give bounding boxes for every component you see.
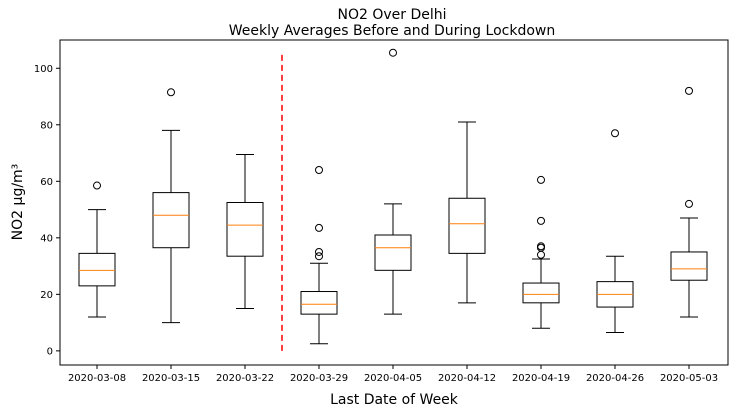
outlier-point	[537, 242, 545, 251]
box-2020-04-26	[596, 129, 634, 333]
outlier-point	[389, 48, 397, 57]
outlier-point	[685, 199, 693, 208]
box-2020-04-05	[374, 48, 412, 315]
outlier-point	[315, 252, 323, 261]
x-tick-label: 2020-03-08	[68, 373, 126, 384]
iqr-box	[78, 252, 116, 287]
outlier-point	[315, 223, 323, 232]
x-tick-label: 2020-04-19	[512, 373, 570, 384]
iqr-box	[448, 197, 486, 254]
x-tick-label: 2020-03-15	[142, 373, 200, 384]
outlier-point	[93, 181, 101, 190]
box-2020-03-29	[300, 166, 338, 345]
iqr-box	[522, 282, 560, 304]
box-2020-04-19	[522, 175, 560, 329]
iqr-box	[374, 234, 412, 271]
outlier-point	[537, 216, 545, 225]
y-axis-label: NO2 μg/m³	[10, 164, 26, 241]
box-2020-05-03	[670, 86, 708, 318]
box-2020-03-15	[152, 88, 190, 324]
outlier-point	[537, 250, 545, 259]
ticks-layer: 2020-03-08 2020-03-15 2020-03-22 2020-03-29…	[34, 64, 718, 384]
plot-area-frame	[59, 39, 729, 366]
x-tick-label: 2020-04-12	[438, 373, 496, 384]
x-tick-label: 2020-04-26	[586, 373, 644, 384]
iqr-box	[300, 291, 338, 315]
y-tick-label: 40	[40, 233, 53, 244]
chart-title: NO2 Over Delhi	[337, 7, 446, 23]
x-tick-label: 2020-03-22	[216, 373, 274, 384]
x-tick-label: 2020-04-05	[364, 373, 422, 384]
outlier-point	[685, 86, 693, 95]
outlier-point	[315, 166, 323, 174]
outlier-point	[611, 129, 619, 138]
y-tick-label: 100	[34, 64, 53, 75]
outlier-point	[537, 175, 545, 184]
y-tick-label: 80	[40, 120, 53, 131]
box-2020-04-12	[448, 121, 486, 304]
iqr-box	[670, 251, 708, 281]
box-2020-03-22	[226, 153, 264, 309]
outlier-point	[315, 247, 323, 256]
chart-subtitle: Weekly Averages Before and During Lockdo…	[229, 23, 555, 39]
iqr-box	[226, 202, 264, 257]
x-tick-label: 2020-05-03	[660, 373, 718, 384]
boxes-layer	[78, 48, 708, 351]
outlier-point	[167, 88, 175, 97]
x-axis-label: Last Date of Week	[330, 392, 459, 408]
y-tick-label: 20	[40, 290, 53, 301]
y-tick-label: 0	[47, 346, 53, 357]
y-tick-label: 60	[40, 177, 53, 188]
iqr-box	[152, 192, 190, 249]
box-2020-03-08	[78, 181, 116, 318]
x-tick-label: 2020-03-29	[290, 373, 348, 384]
